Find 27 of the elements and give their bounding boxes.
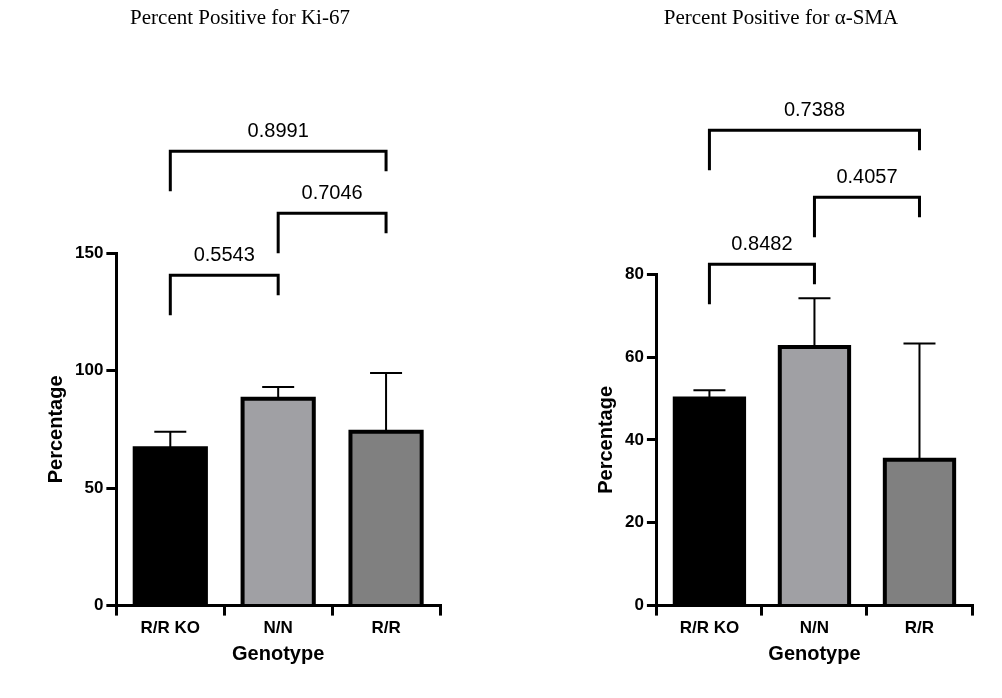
annotation: 0.5543 <box>193 242 255 265</box>
y-tick-label: 100 <box>74 360 104 380</box>
x-tick-label: N/N <box>799 618 830 638</box>
text: 0.7046 <box>301 180 363 203</box>
y-tick-label: 0 <box>634 595 644 615</box>
x-axis-title: Genotype <box>232 641 325 664</box>
chart-title: Percent Positive for Ki-67 <box>130 5 350 30</box>
text: 0.4057 <box>836 164 898 187</box>
text: 0.8482 <box>731 231 793 254</box>
x-tick-label: R/R <box>371 618 401 638</box>
y-tick-label: 80 <box>624 263 644 283</box>
y-tick-label: 60 <box>624 346 644 366</box>
y-axis-title: Percentage <box>43 375 66 484</box>
x-tick-label: R/R KO <box>679 618 740 638</box>
text: 0.8991 <box>247 118 309 141</box>
y-tick-label: 20 <box>624 512 644 532</box>
x-tick-label: N/N <box>263 618 293 638</box>
text: 0.7388 <box>783 97 846 120</box>
y-axis-title: Percentage <box>593 385 616 494</box>
y-tick-label: 50 <box>84 477 104 497</box>
chart-title: Percent Positive for α-SMA <box>663 5 900 30</box>
y-tick-label: 150 <box>74 242 104 262</box>
x-tick-label: R/R KO <box>140 618 201 638</box>
x-tick-label: R/R <box>904 618 935 638</box>
y-tick-label: 40 <box>624 429 644 449</box>
x-axis-title: Genotype <box>768 641 861 664</box>
y-tick-label: 0 <box>93 595 104 615</box>
